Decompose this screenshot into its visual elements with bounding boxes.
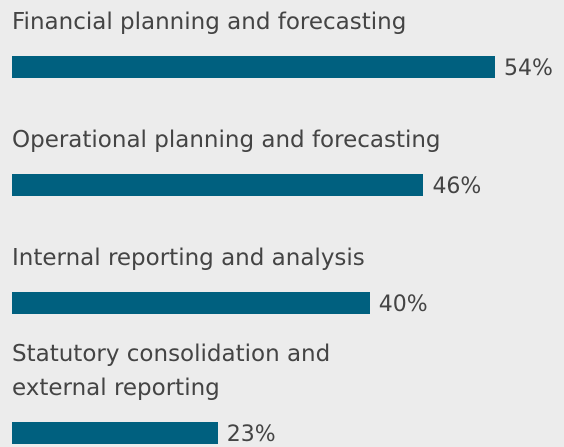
category-label: Internal reporting and analysis: [12, 245, 365, 271]
bar-group: Operational planning and forecasting 46%: [12, 123, 552, 198]
value-label: 54%: [504, 56, 553, 81]
category-label: Statutory consolidation and external rep…: [12, 341, 331, 401]
value-label: 40%: [378, 292, 428, 317]
bar-group: Financial planning and forecasting 54%: [12, 5, 553, 80]
value-label: 46%: [432, 174, 482, 199]
bar: [12, 56, 495, 78]
bar-group: Statutory consolidation and external rep…: [12, 337, 552, 446]
bar: [12, 292, 370, 314]
value-label: 23%: [226, 422, 276, 447]
category-label: Operational planning and forecasting: [12, 127, 441, 153]
bar: [12, 422, 218, 444]
bar: [12, 174, 424, 196]
page: Financial planning and forecasting 54% Ope…: [12, 5, 553, 446]
bar-group: Internal reporting and analysis 40%: [12, 241, 552, 316]
category-label: Financial planning and forecasting: [12, 9, 407, 35]
